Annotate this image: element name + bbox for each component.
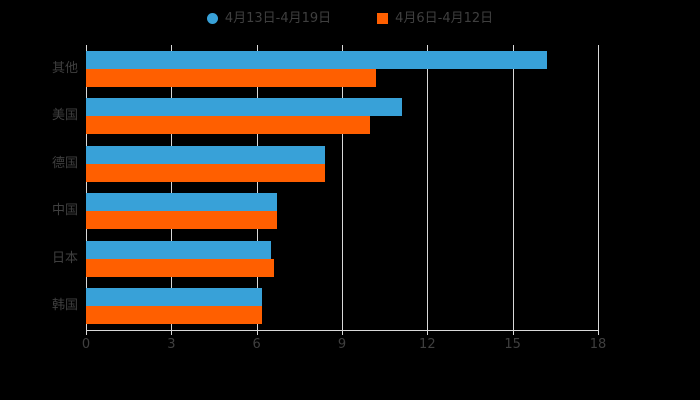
gridline-x-0 [86,45,87,330]
y-axis-label-日本: 日本 [51,250,78,266]
x-tick-mark-3 [171,330,173,335]
x-tick-mark-15 [512,330,514,335]
x-tick-label-9: 9 [337,337,347,352]
legend-swatch-circle-icon [206,12,218,24]
legend-swatch-square-icon [377,12,389,24]
x-tick-mark-9 [342,330,343,335]
bar-group [86,193,598,230]
bar-韩国-series-1[interactable] [86,306,263,325]
y-axis-label-美国: 美国 [51,108,78,124]
bar-中国-series-0[interactable] [86,193,277,212]
x-tick-mark-18 [598,330,599,335]
bar-日本-series-0[interactable] [86,240,271,259]
plot-area [86,45,599,330]
gridline-x-9 [342,45,343,330]
x-tick-label-18: 18 [589,337,607,352]
gridline-x-12 [427,45,429,330]
bar-group [86,240,598,277]
x-tick-mark-0 [86,330,87,335]
x-tick-label-6: 6 [252,337,261,352]
bar-德国-series-0[interactable] [86,145,325,164]
x-tick-label-0: 0 [81,337,91,352]
y-axis-labels: 其他美国德国中国日本韩国 [0,45,78,330]
bar-其他-series-1[interactable] [86,68,377,87]
bar-中国-series-1[interactable] [86,211,277,230]
bar-group [86,50,598,87]
bar-group [86,288,598,325]
x-tick-label-3: 3 [167,337,176,352]
gridline-x-18 [598,45,599,330]
bar-group [86,145,598,182]
y-axis-label-其他: 其他 [51,60,78,76]
bar-美国-series-0[interactable] [86,98,402,117]
bar-group [86,98,598,135]
gridline-x-3 [171,45,173,330]
gridline-x-6 [256,45,258,330]
legend-item-series-0[interactable]: 4月13日-4月19日 [206,10,332,26]
x-tick-label-12: 12 [419,337,436,352]
y-axis-label-韩国: 韩国 [51,298,78,314]
bar-其他-series-0[interactable] [86,50,547,69]
bar-韩国-series-0[interactable] [86,288,263,307]
x-tick-mark-12 [427,330,429,335]
legend-label-series-1: 4月6日-4月12日 [395,10,494,26]
y-axis-label-德国: 德国 [51,155,78,171]
bar-美国-series-1[interactable] [86,116,371,135]
bar-德国-series-1[interactable] [86,163,325,182]
legend-item-series-1[interactable]: 4月6日-4月12日 [377,12,493,25]
x-tick-mark-6 [256,330,258,335]
y-axis-label-中国: 中国 [51,203,78,219]
chart-legend: 4月13日-4月19日 4月6日-4月12日 [0,8,700,28]
gridline-x-15 [512,45,514,330]
x-tick-label-15: 15 [504,337,521,352]
legend-label-series-0: 4月13日-4月19日 [224,10,332,26]
bar-日本-series-1[interactable] [86,258,274,277]
